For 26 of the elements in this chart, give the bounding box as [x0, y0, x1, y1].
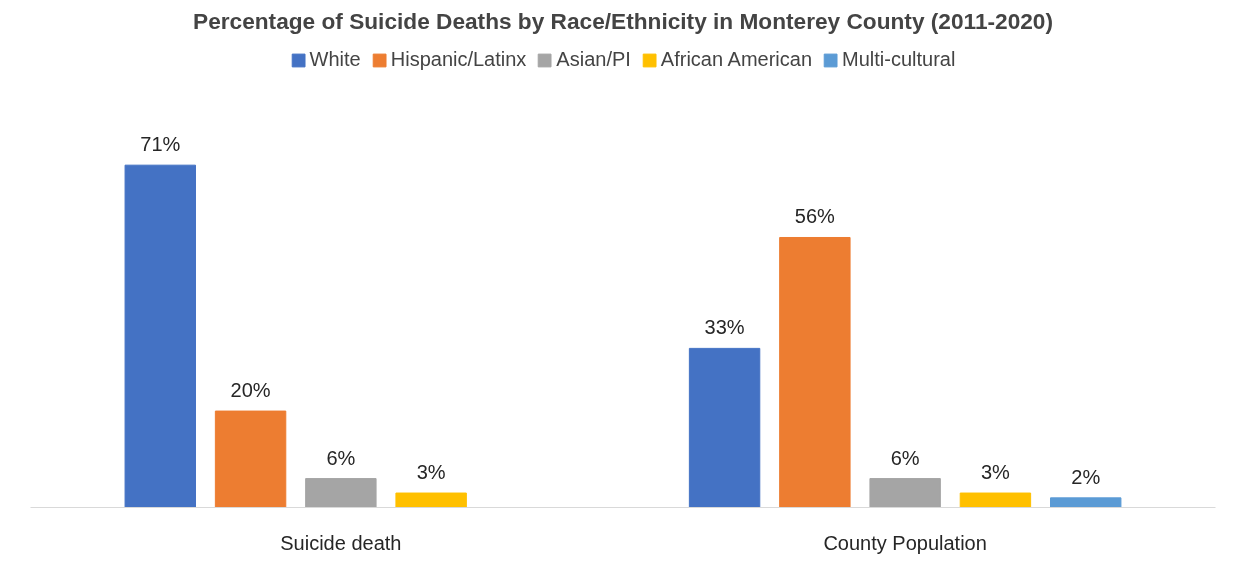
bar: [959, 492, 1032, 508]
chart-title: Percentage of Suicide Deaths by Race/Ethnicity in Monterey County (2011-2020): [193, 7, 1053, 34]
bar: [214, 410, 287, 508]
data-label: 2%: [1071, 465, 1101, 488]
data-label: 6%: [326, 446, 356, 469]
bar: [124, 164, 196, 508]
legend-label: Hispanic/Latinx: [390, 48, 527, 71]
bar: [688, 347, 761, 508]
bar: [779, 236, 851, 508]
bar: [869, 478, 941, 508]
x-tick-label: Suicide death: [280, 531, 402, 554]
legend-label: White: [309, 48, 361, 71]
data-label: 6%: [890, 446, 920, 469]
legend-label: African American: [660, 48, 813, 71]
bar: [305, 478, 377, 508]
x-tick-label: County Population: [823, 531, 987, 554]
data-label: 56%: [794, 205, 836, 228]
data-label: 71%: [140, 133, 181, 156]
bar: [1050, 497, 1122, 508]
data-label: 20%: [230, 379, 271, 402]
legend-label: Multi-cultural: [842, 48, 956, 71]
legend-label: Asian/PI: [556, 48, 631, 71]
data-label: 3%: [980, 461, 1011, 484]
data-label: 3%: [416, 461, 446, 484]
data-label: 33%: [704, 316, 745, 339]
bar: [395, 492, 467, 508]
